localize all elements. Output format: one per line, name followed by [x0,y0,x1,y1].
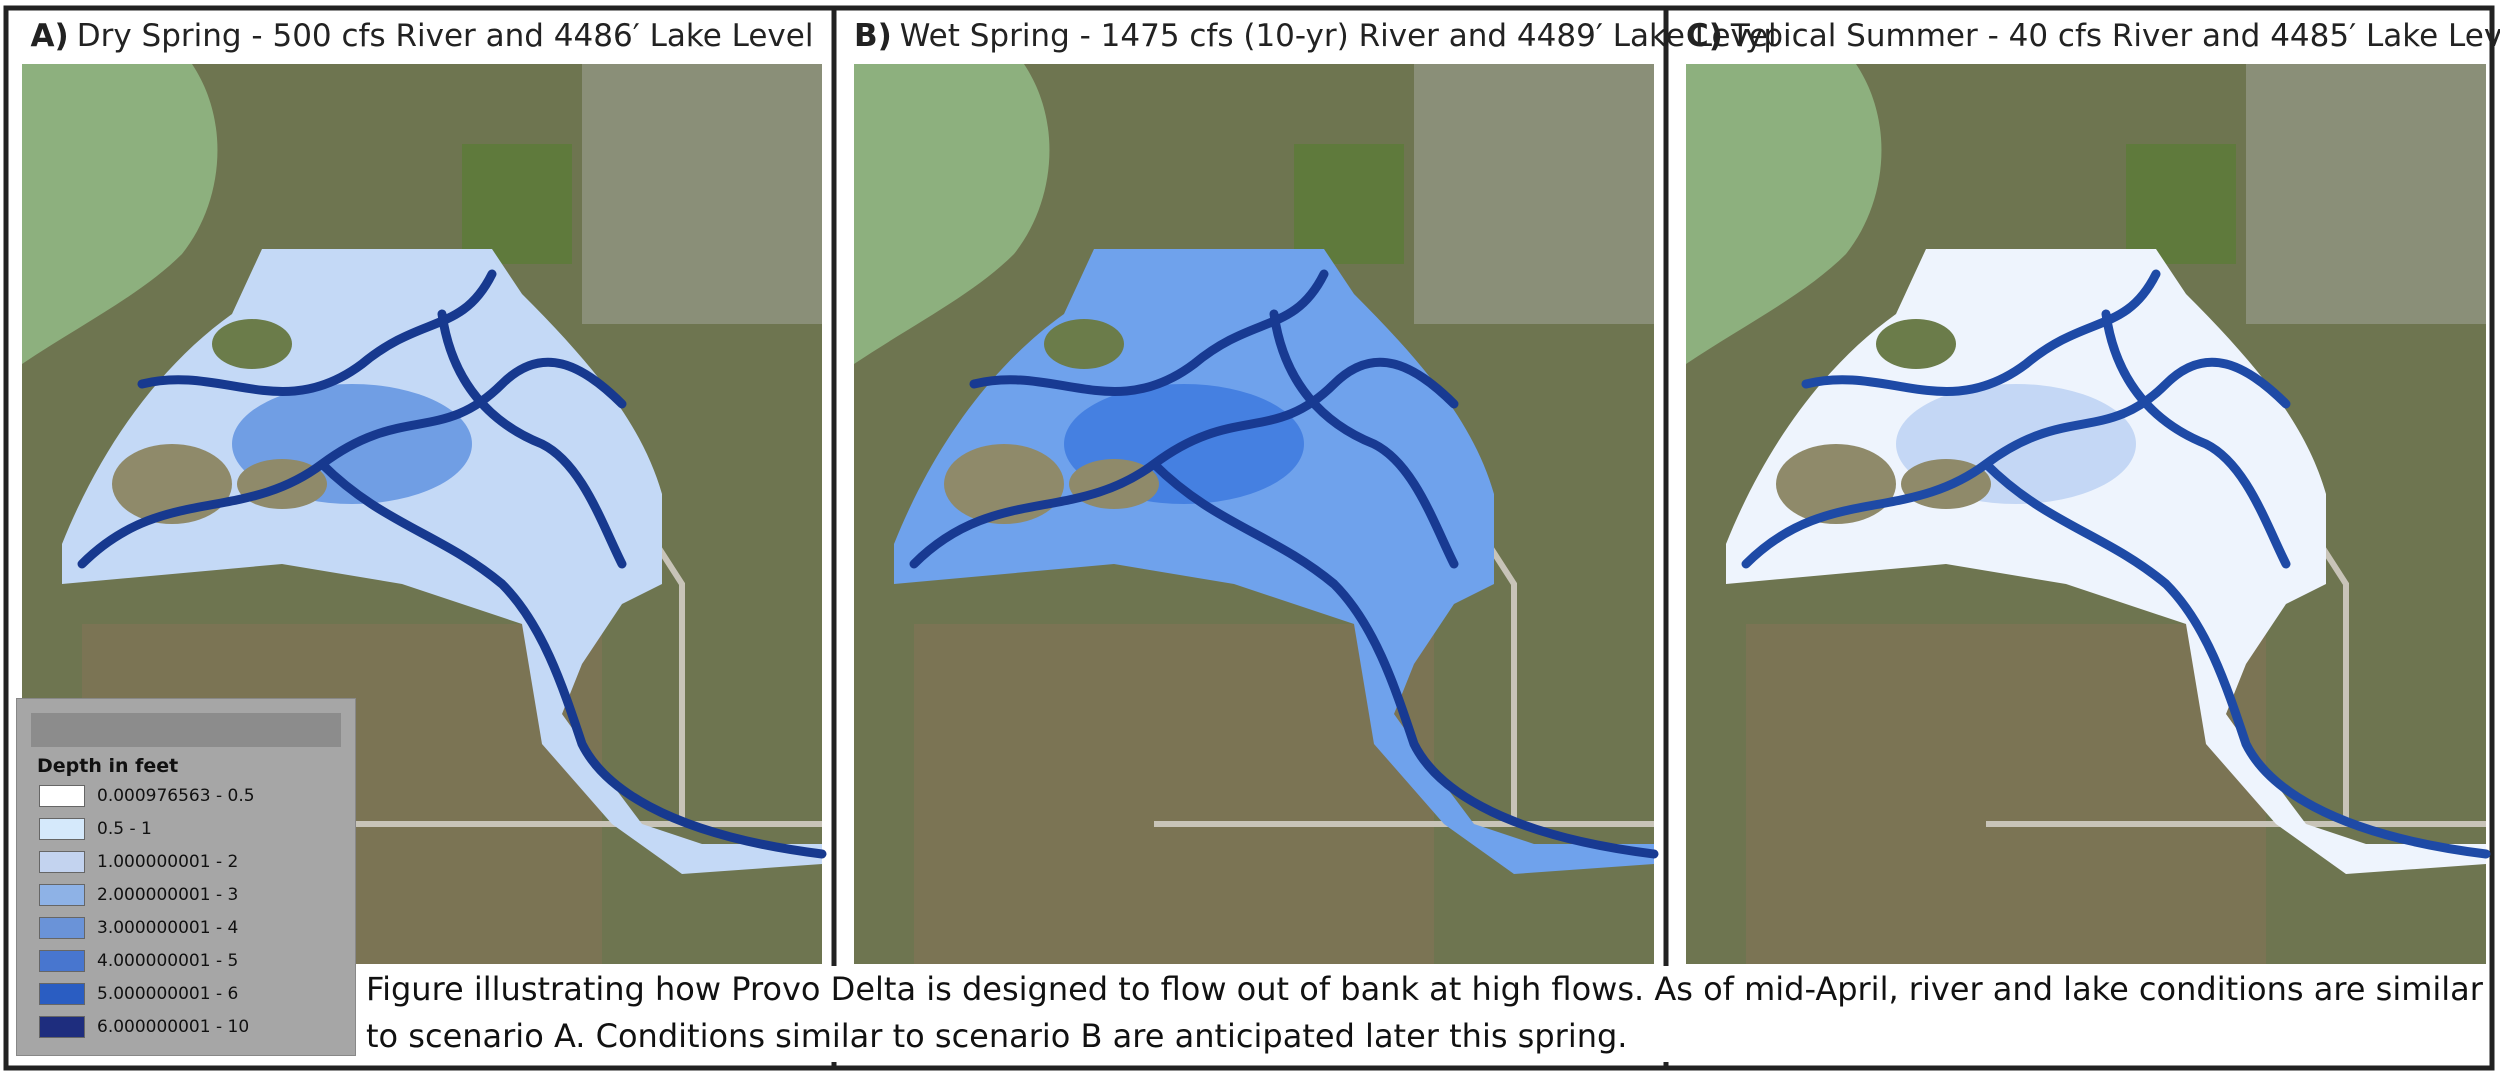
panel-label: A) [30,18,69,54]
panel-label: C) [1686,18,1723,54]
legend-swatch [39,884,85,906]
lake [1686,64,1882,364]
legend-label: 3.000000001 - 4 [97,918,239,938]
legend: Depth in feet 0.000976563 - 0.5 0.5 - 1 1.… [16,698,356,1056]
legend-item: 4.000000001 - 5 [39,950,238,976]
legend-header-bar [31,713,341,747]
legend-label: 6.000000001 - 10 [97,1017,250,1037]
legend-swatch [39,950,85,972]
fields [2246,64,2486,324]
panel-label: B) [854,18,892,54]
delta [1726,249,2486,874]
legend-item: 0.000976563 - 0.5 [39,785,255,811]
legend-label: 0.000976563 - 0.5 [97,786,255,806]
legend-title: Depth in feet [37,755,179,777]
legend-label: 4.000000001 - 5 [97,951,239,971]
channels [77,269,827,859]
legend-swatch [39,983,85,1005]
island [1876,319,1956,369]
legend-swatch [39,785,85,807]
panel-title-text: Wet Spring - 1475 cfs (10-yr) River and … [899,18,1777,54]
legend-item: 2.000000001 - 3 [39,884,238,910]
legend-item: 6.000000001 - 10 [39,1016,249,1042]
lake [22,64,218,364]
legend-label: 1.000000001 - 2 [97,852,239,872]
field [462,144,572,264]
legend-label: 5.000000001 - 6 [97,984,239,1004]
delta [62,249,822,874]
field [2126,144,2236,264]
panel-title-text: Typical Summer - 40 cfs River and 4485′ … [1730,18,2500,54]
legend-swatch [39,851,85,873]
map [854,64,1659,964]
legend-item: 0.5 - 1 [39,818,152,844]
farmland [914,624,1434,964]
legend-label: 2.000000001 - 3 [97,885,239,905]
island [212,319,292,369]
channels [909,269,1659,859]
legend-label: 0.5 - 1 [97,819,152,839]
panel-title: C) Typical Summer - 40 cfs River and 4485… [1686,18,2500,60]
panel-title: B) Wet Spring - 1475 cfs (10-yr) River an… [854,18,1777,60]
field [1294,144,1404,264]
legend-swatch [39,1016,85,1038]
channels [1741,269,2491,859]
legend-item: 1.000000001 - 2 [39,851,238,877]
fields [1414,64,1654,324]
legend-swatch [39,917,85,939]
caption: Figure illustrating how Provo Delta is d… [362,966,2484,1062]
panel-title: A) Dry Spring - 500 cfs River and 4486′ L… [22,18,822,60]
map [1686,64,2491,964]
fields [582,64,822,324]
farmland [1746,624,2266,964]
legend-swatch [39,818,85,840]
delta [894,249,1654,874]
legend-item: 5.000000001 - 6 [39,983,238,1009]
legend-item: 3.000000001 - 4 [39,917,238,943]
frame [3,5,2495,1071]
panel-title-text: Dry Spring - 500 cfs River and 4486′ Lak… [76,18,814,54]
island [1044,319,1124,369]
lake [854,64,1050,364]
